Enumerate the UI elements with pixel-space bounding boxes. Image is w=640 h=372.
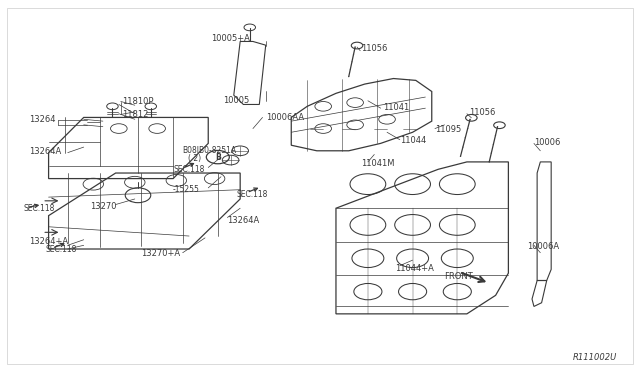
Text: 10005: 10005 xyxy=(223,96,250,105)
Text: 11812: 11812 xyxy=(122,110,148,119)
Text: 13270: 13270 xyxy=(90,202,116,211)
Text: B08IB0-8251A: B08IB0-8251A xyxy=(182,145,237,154)
Text: 11095: 11095 xyxy=(435,125,461,134)
Text: 11041M: 11041M xyxy=(362,158,395,167)
Text: -15255: -15255 xyxy=(173,185,200,194)
Text: 11056: 11056 xyxy=(468,108,495,117)
Text: SEC.118: SEC.118 xyxy=(23,205,54,214)
Text: B: B xyxy=(215,153,221,161)
Text: 10006A: 10006A xyxy=(527,241,559,250)
Text: SEC.118: SEC.118 xyxy=(173,165,205,174)
Text: SEC.118: SEC.118 xyxy=(237,190,268,199)
Text: 11810P: 11810P xyxy=(122,97,154,106)
Text: 11044: 11044 xyxy=(400,136,426,145)
Text: 11044+A: 11044+A xyxy=(396,264,434,273)
Text: 11041: 11041 xyxy=(383,103,410,112)
Text: ( 2): ( 2) xyxy=(188,154,201,163)
Text: FRONT: FRONT xyxy=(445,272,473,281)
Text: 10005+A: 10005+A xyxy=(211,34,250,43)
Text: 10006AA: 10006AA xyxy=(266,113,304,122)
Text: 13264A: 13264A xyxy=(29,147,61,156)
Text: 13264: 13264 xyxy=(29,115,56,124)
Text: 10006: 10006 xyxy=(534,138,560,147)
Text: 13264A: 13264A xyxy=(227,216,260,225)
Text: 13270+A: 13270+A xyxy=(141,249,180,258)
Text: 11056: 11056 xyxy=(362,44,388,52)
Text: R111002U: R111002U xyxy=(573,353,617,362)
Text: 13264+A: 13264+A xyxy=(29,237,68,246)
Text: SEC.118: SEC.118 xyxy=(45,245,77,254)
